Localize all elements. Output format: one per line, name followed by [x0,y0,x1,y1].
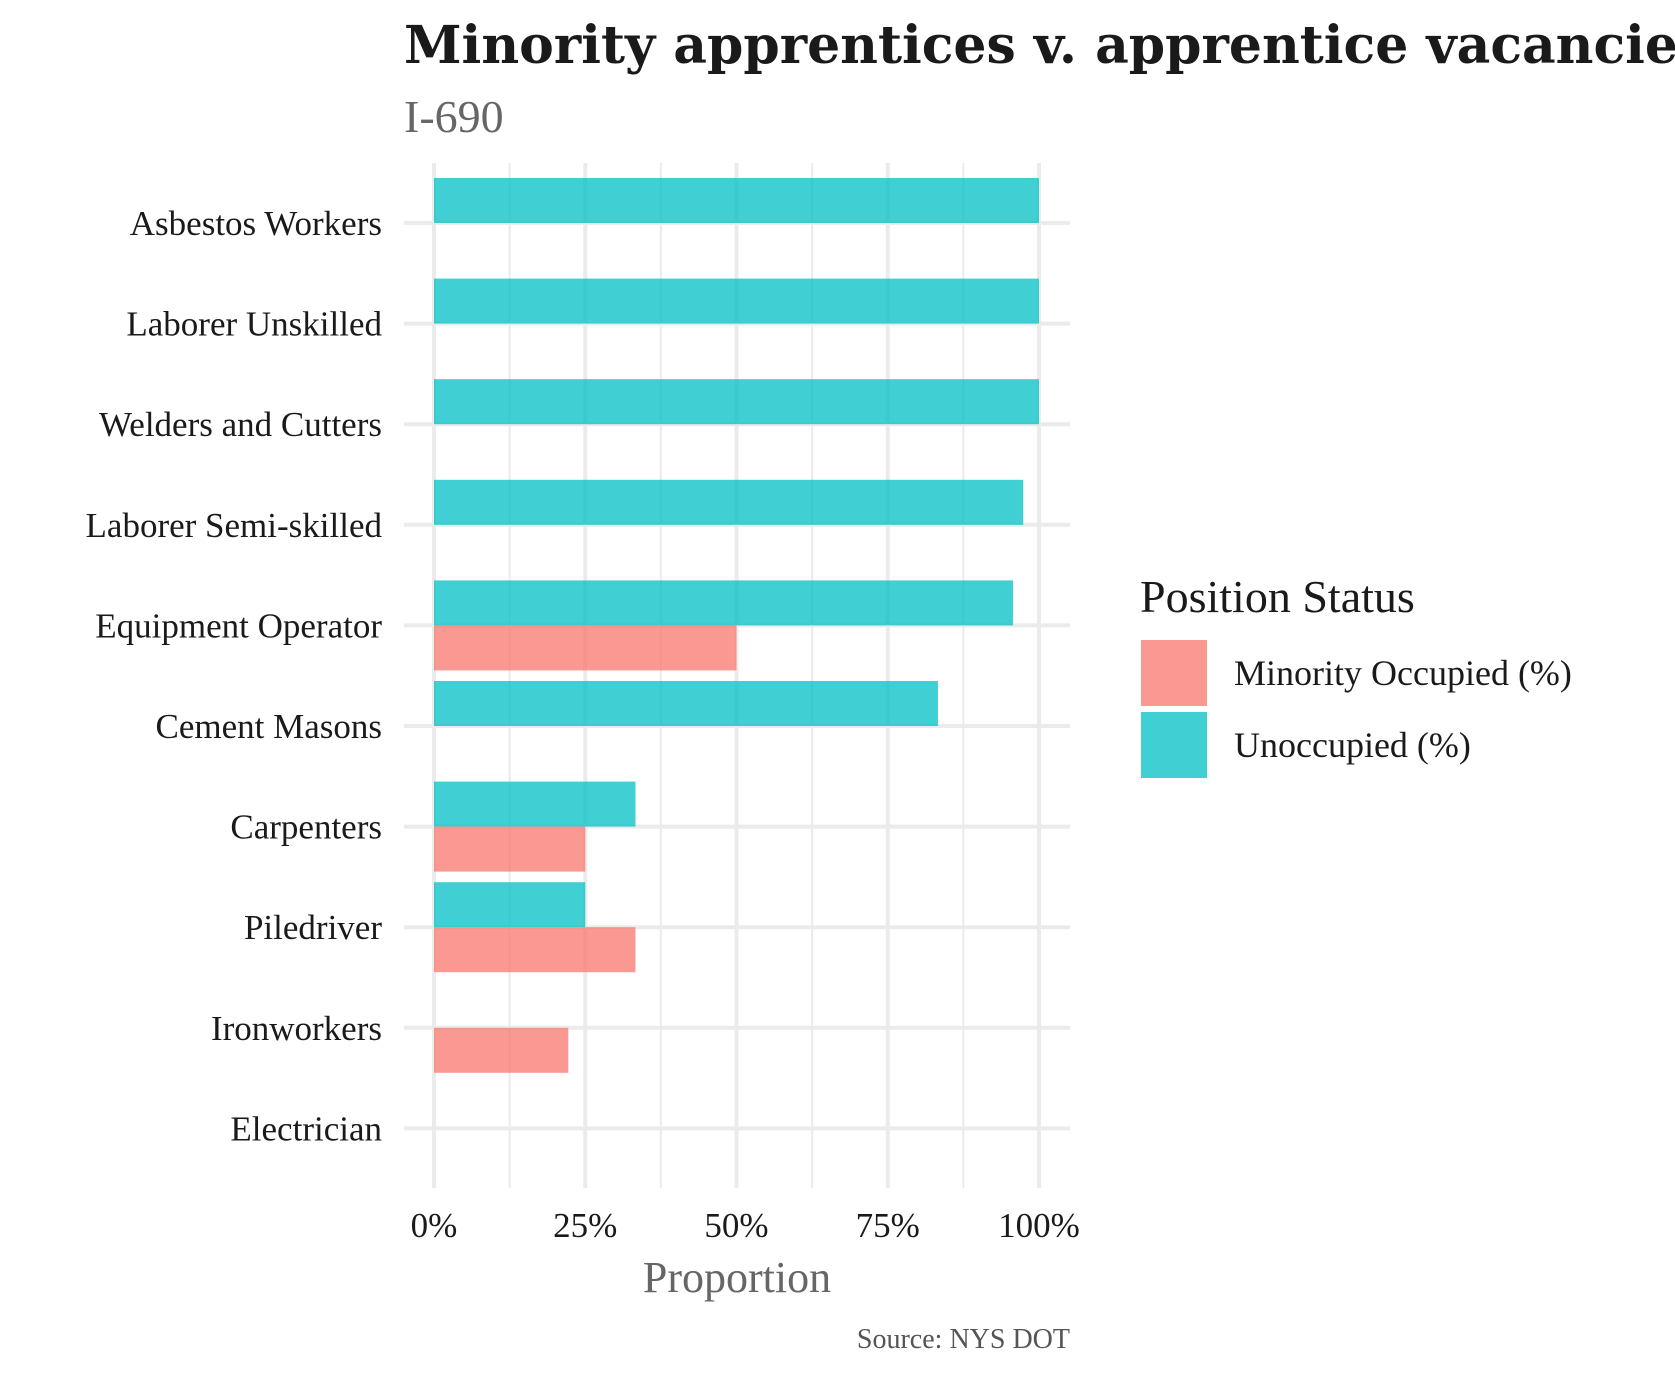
x-tick-label: 25% [553,1206,617,1245]
legend-items: Minority Occupied (%) Unoccupied (%) [1141,640,1572,778]
chart-title: Minority apprentices v. apprentice vacan… [404,15,1675,76]
bar-minority-occupied [434,625,737,671]
category-label: Laborer Semi-skilled [86,506,383,545]
x-axis-title: Proportion [643,1253,831,1302]
category-label: Carpenters [230,808,382,847]
bar-unoccupied [434,479,1024,525]
bar-minority-occupied [434,1027,569,1073]
bar-unoccupied [434,681,938,726]
x-tick-label: 100% [998,1206,1080,1245]
bar-minority-occupied [434,927,636,973]
legend-title: Position Status [1140,571,1415,622]
x-tick-label: 50% [704,1206,768,1245]
bar-unoccupied [434,379,1039,425]
bar-unoccupied [434,882,586,928]
x-tick-label: 0% [411,1206,458,1245]
bar-unoccupied [434,781,636,827]
chart-subtitle: I-690 [404,91,504,142]
legend-key [1141,712,1207,778]
legend-key [1141,640,1207,706]
category-label: Cement Masons [155,707,382,746]
x-tick-label: 75% [856,1206,920,1245]
bar-unoccupied [434,580,1013,626]
category-label: Piledriver [244,908,382,947]
bar-minority-occupied [434,826,586,872]
legend-label: Minority Occupied (%) [1234,653,1572,693]
bar-layer [434,178,1039,1073]
category-label: Electrician [230,1109,382,1148]
category-label: Laborer Unskilled [126,305,382,344]
x-tick-labels: 0% 25% 50% 75% 100% [411,1206,1080,1245]
category-label: Ironworkers [211,1009,382,1048]
bar-unoccupied [434,178,1039,223]
category-labels: Asbestos Workers Laborer Unskilled Welders… [86,204,383,1148]
category-label: Welders and Cutters [99,405,382,444]
legend: Position Status Minority Occupied (%) Uno… [1140,571,1572,778]
bar-unoccupied [434,278,1039,324]
category-label: Asbestos Workers [130,204,382,243]
chart-caption: Source: NYS DOT [857,1324,1070,1355]
legend-label: Unoccupied (%) [1234,725,1471,765]
category-label: Equipment Operator [95,606,382,645]
